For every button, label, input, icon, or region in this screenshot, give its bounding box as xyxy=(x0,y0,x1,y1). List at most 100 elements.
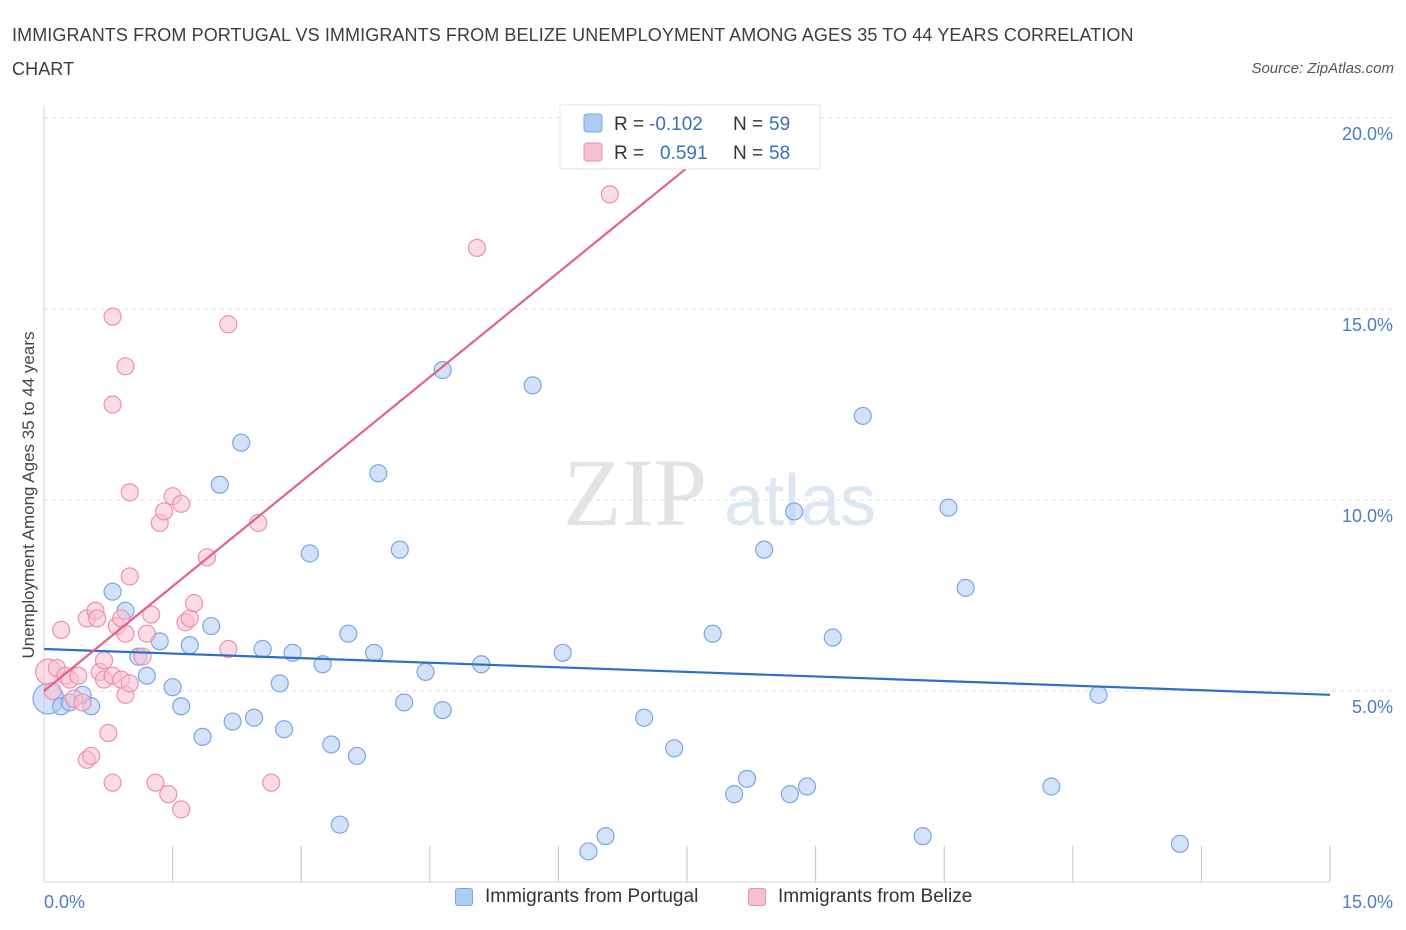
point-belize xyxy=(262,773,281,792)
point-belize xyxy=(94,651,114,670)
series-portugal-points xyxy=(32,361,1190,861)
point-belize xyxy=(82,746,101,766)
point-portugal xyxy=(1089,685,1108,704)
point-belize xyxy=(103,395,122,414)
y-tick-label: 10.0% xyxy=(1342,506,1393,526)
point-portugal xyxy=(270,674,289,693)
legend-belize-n-label: N = xyxy=(733,143,763,164)
point-portugal xyxy=(755,540,774,559)
point-portugal xyxy=(347,746,367,766)
point-portugal xyxy=(210,475,229,494)
point-belize xyxy=(142,605,161,624)
point-belize xyxy=(184,594,204,613)
x-tick-label: 0.0% xyxy=(44,892,85,912)
legend-swatch-portugal-bottom xyxy=(455,888,473,906)
legend-portugal-n-value: 59 xyxy=(769,114,790,135)
point-belize xyxy=(116,624,135,643)
point-belize xyxy=(99,723,118,743)
point-belize xyxy=(133,647,152,666)
point-belize xyxy=(146,773,165,792)
point-belize xyxy=(73,693,92,712)
series-belize-points xyxy=(34,185,619,819)
y-tick-label: 20.0% xyxy=(1342,124,1393,144)
trendline-portugal xyxy=(43,647,1331,696)
point-belize xyxy=(600,185,619,204)
y-axis-title: Unemployment Among Ages 35 to 44 years xyxy=(19,332,38,659)
grid-lines xyxy=(44,117,1395,692)
point-portugal xyxy=(523,376,542,395)
watermark-atlas: atlas xyxy=(724,461,876,541)
point-belize xyxy=(52,620,71,639)
point-portugal xyxy=(596,827,615,846)
legend-portugal-r-label: R = xyxy=(614,114,644,135)
legend-belize-r-label: R = xyxy=(614,143,644,164)
point-portugal xyxy=(322,735,341,754)
point-belize xyxy=(219,639,238,659)
point-portugal xyxy=(253,639,272,659)
point-portugal xyxy=(163,678,182,697)
legend-item-belize[interactable]: Immigrants from Belize xyxy=(748,886,972,908)
point-portugal xyxy=(364,643,384,662)
point-belize xyxy=(103,307,122,326)
point-portugal xyxy=(172,697,191,716)
point-portugal xyxy=(853,406,872,426)
point-portugal xyxy=(416,662,435,682)
legend-portugal-n-label: N = xyxy=(733,114,763,135)
point-portugal xyxy=(665,739,684,758)
point-portugal xyxy=(274,720,294,739)
trend-lines xyxy=(43,128,1331,696)
point-portugal xyxy=(137,666,156,685)
point-belize xyxy=(154,502,174,521)
legend-label-portugal: Immigrants from Portugal xyxy=(485,886,699,907)
point-portugal xyxy=(579,842,598,861)
point-belize xyxy=(467,238,487,257)
point-portugal xyxy=(330,815,349,834)
legend-item-portugal[interactable]: Immigrants from Portugal xyxy=(455,886,698,908)
point-belize xyxy=(120,567,139,586)
point-portugal xyxy=(180,636,199,655)
point-portugal xyxy=(1042,777,1061,796)
point-portugal xyxy=(553,643,572,662)
point-portugal xyxy=(635,708,654,727)
x-tick-label: 15.0% xyxy=(1342,892,1393,912)
point-belize xyxy=(69,666,88,685)
point-portugal xyxy=(244,708,264,727)
point-portugal xyxy=(725,785,744,804)
point-portugal xyxy=(103,582,122,601)
tick-labels: 5.0% 10.0% 15.0% 20.0% 0.0% 15.0% xyxy=(44,124,1393,912)
point-portugal xyxy=(913,827,932,846)
correlation-legend: R = -0.102 N = 59 R = 0.591 N = 58 xyxy=(559,104,821,170)
y-tick-label: 15.0% xyxy=(1342,315,1393,335)
point-portugal xyxy=(703,624,722,643)
point-portugal xyxy=(433,700,452,720)
point-belize xyxy=(219,315,238,334)
point-portugal xyxy=(785,502,804,521)
point-belize xyxy=(120,483,139,502)
point-portugal xyxy=(193,727,212,746)
point-portugal xyxy=(433,361,452,380)
watermark: ZIP atlas xyxy=(563,439,876,546)
legend-swatch-portugal xyxy=(583,113,603,133)
series-legend: Immigrants from Portugal Immigrants from… xyxy=(0,886,1406,916)
point-belize xyxy=(88,609,107,628)
chart-title: IMMIGRANTS FROM PORTUGAL VS IMMIGRANTS F… xyxy=(12,25,1134,79)
point-portugal xyxy=(737,769,757,788)
point-portugal xyxy=(300,544,319,563)
legend-swatch-belize-bottom xyxy=(748,888,766,906)
legend-label-belize: Immigrants from Belize xyxy=(778,886,973,907)
point-portugal xyxy=(202,616,221,636)
axes xyxy=(43,105,1331,883)
point-portugal xyxy=(339,624,358,643)
point-belize xyxy=(120,674,139,693)
legend-belize-n-value: 58 xyxy=(769,143,790,164)
point-belize xyxy=(180,609,199,628)
point-portugal xyxy=(797,777,817,796)
point-portugal xyxy=(780,785,799,804)
legend-portugal-r-value: -0.102 xyxy=(649,114,703,135)
point-portugal xyxy=(232,433,251,452)
point-portugal xyxy=(823,628,842,647)
point-belize xyxy=(137,624,156,643)
legend-belize-r-value: 0.591 xyxy=(660,143,708,164)
point-portugal xyxy=(223,712,242,731)
